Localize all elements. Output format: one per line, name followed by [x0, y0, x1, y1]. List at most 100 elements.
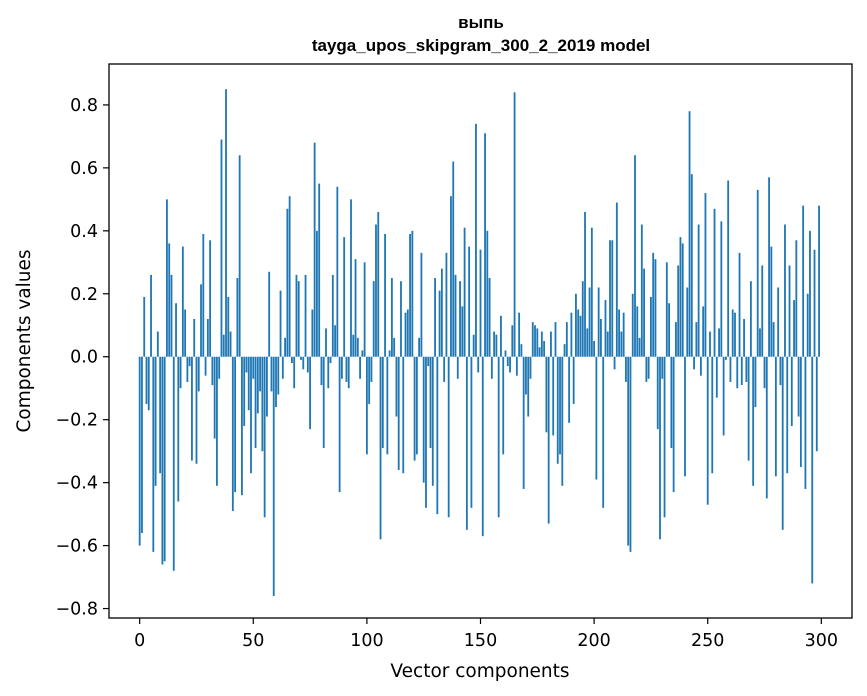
bar-247 [699, 356, 702, 376]
bar-93 [350, 199, 352, 357]
bar-92 [347, 356, 350, 389]
bar-67 [291, 356, 293, 364]
bar-153 [486, 230, 489, 357]
bar-225 [650, 296, 652, 357]
bar-268 [747, 356, 750, 461]
bar-41 [231, 356, 234, 511]
bar-222 [643, 268, 646, 357]
bar-79 [318, 183, 321, 357]
bar-80 [320, 356, 323, 386]
bar-55 [263, 356, 266, 518]
bar-13 [168, 243, 171, 357]
bar-141 [459, 281, 461, 357]
bar-154 [488, 278, 491, 357]
bar-238 [679, 237, 682, 357]
bar-117 [404, 312, 407, 357]
bar-284 [784, 224, 786, 357]
y-tick-label: 0.2 [70, 285, 98, 305]
bar-36 [220, 139, 223, 357]
bar-91 [345, 356, 348, 382]
bar-231 [663, 356, 666, 518]
bar-198 [588, 287, 591, 357]
bar-2 [143, 296, 146, 357]
bar-53 [259, 356, 262, 392]
bar-295 [809, 230, 811, 357]
bar-29 [204, 356, 207, 376]
y-tick-label: 0.0 [70, 348, 98, 368]
bar-200 [593, 341, 596, 357]
bar-49 [250, 356, 252, 474]
bar-73 [304, 274, 307, 357]
bar-1 [141, 356, 143, 534]
bar-298 [815, 356, 818, 452]
bar-167 [518, 312, 521, 357]
bar-195 [581, 281, 584, 357]
bar-221 [640, 224, 643, 357]
bar-122 [415, 356, 418, 455]
bar-146 [470, 356, 473, 508]
bar-16 [175, 303, 177, 357]
bar-230 [661, 356, 664, 379]
bar-138 [452, 161, 455, 357]
bar-205 [604, 300, 607, 357]
bar-281 [777, 287, 780, 357]
bar-125 [422, 356, 425, 483]
bar-56 [266, 356, 268, 417]
bar-292 [802, 205, 805, 357]
bar-242 [688, 111, 691, 357]
bar-102 [370, 356, 373, 382]
bar-232 [665, 262, 668, 357]
bar-18 [179, 356, 182, 389]
bar-177 [540, 331, 543, 357]
bar-130 [434, 278, 436, 357]
bar-184 [556, 356, 559, 464]
bar-262 [734, 312, 736, 357]
bar-191 [572, 356, 575, 404]
bar-257 [722, 356, 725, 436]
bar-279 [772, 322, 775, 357]
chart-subtitle: tayga_upos_skipgram_300_2_2019 model [312, 36, 650, 55]
bar-209 [613, 356, 616, 370]
bar-35 [218, 356, 221, 379]
bar-253 [713, 208, 716, 357]
bar-251 [709, 331, 711, 357]
bar-133 [440, 268, 443, 357]
x-tick-label: 250 [691, 631, 724, 651]
bar-62 [279, 290, 282, 357]
bar-81 [322, 356, 325, 449]
bar-203 [600, 318, 602, 357]
bar-52 [256, 356, 259, 414]
y-tick-label: −0.2 [56, 411, 99, 431]
bar-103 [372, 281, 375, 357]
bar-216 [629, 356, 632, 552]
bar-142 [461, 306, 464, 357]
bar-173 [531, 322, 534, 357]
bar-19 [181, 246, 184, 357]
x-tick-label: 50 [242, 631, 264, 651]
bar-145 [468, 246, 471, 357]
bar-30 [206, 318, 209, 357]
bar-119 [409, 233, 411, 357]
bar-186 [561, 356, 564, 486]
bar-54 [261, 356, 264, 452]
bar-108 [384, 233, 386, 357]
bar-166 [515, 356, 518, 376]
bar-90 [343, 237, 346, 357]
bar-156 [493, 331, 496, 357]
y-tick-label: 0.8 [70, 96, 98, 116]
bar-163 [509, 356, 511, 373]
bar-106 [379, 356, 382, 540]
bar-172 [529, 356, 532, 379]
bar-11 [163, 356, 166, 562]
bar-112 [393, 337, 396, 357]
bar-89 [340, 356, 343, 379]
bar-256 [720, 221, 723, 357]
bar-267 [745, 356, 748, 382]
bar-293 [804, 356, 807, 489]
bar-174 [534, 325, 536, 357]
bar-277 [768, 177, 770, 357]
bar-180 [547, 356, 550, 524]
bar-270 [752, 356, 755, 486]
bar-190 [570, 312, 573, 357]
